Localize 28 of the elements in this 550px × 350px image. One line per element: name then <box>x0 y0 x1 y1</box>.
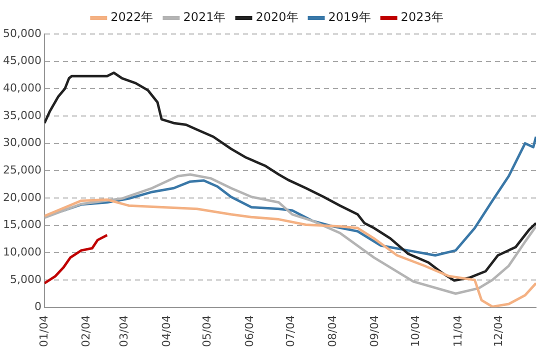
y-tick-label: 25,000 <box>2 164 42 177</box>
x-tick-label: 08/04 <box>326 315 339 348</box>
y-tick-label: 30,000 <box>2 136 42 150</box>
legend-label: 2021年 <box>183 10 226 24</box>
legend-label: 2020年 <box>256 10 298 24</box>
y-tick-label: 15,000 <box>2 218 42 232</box>
x-tick-label: 07/04 <box>284 315 297 348</box>
y-tick-label: 10,000 <box>2 246 42 258</box>
legend-label: 2019年 <box>328 10 371 24</box>
legend-label: 2023年 <box>400 10 444 24</box>
x-tick-label: 01/04 <box>37 315 50 348</box>
x-tick-label: 09/04 <box>368 315 382 348</box>
x-tick-label: 05/04 <box>200 315 214 348</box>
y-tick-label: 20,000 <box>2 190 42 204</box>
x-tick-label: 11/04 <box>451 315 464 348</box>
y-tick-label: 45,000 <box>2 54 42 68</box>
x-tick-label: 06/04 <box>242 315 256 348</box>
x-tick-label: 04/04 <box>160 315 173 348</box>
x-tick-label: 02/04 <box>80 315 93 348</box>
y-tick-label: 35,000 <box>2 108 42 122</box>
legend-label: 2022年 <box>110 10 154 24</box>
y-tick-label: 5,000 <box>10 272 42 286</box>
x-tick-label: 12/04 <box>492 315 506 348</box>
y-tick-label: 50,000 <box>2 26 42 40</box>
y-tick-label: 40,000 <box>2 82 42 95</box>
y-tick-label: 0 <box>34 300 42 314</box>
x-tick-label: 10/04 <box>409 315 422 348</box>
x-tick-label: 03/04 <box>118 315 131 348</box>
